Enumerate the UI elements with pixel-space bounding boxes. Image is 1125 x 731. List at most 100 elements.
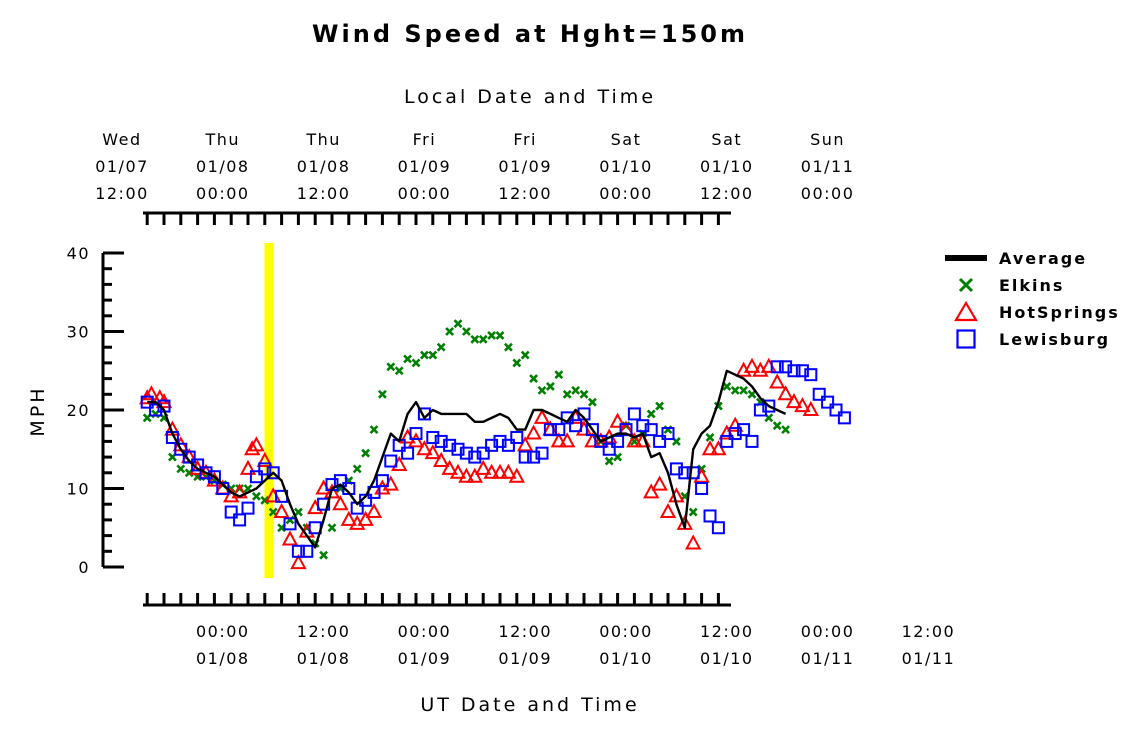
elkins-point: [739, 385, 749, 395]
elkins-point: [487, 331, 497, 340]
hotsprings-point: [659, 502, 677, 519]
y-tick-label: 20: [67, 401, 90, 420]
hotsprings-point: [777, 385, 794, 401]
lewisburg-point: [669, 462, 683, 476]
elkins-point: [529, 374, 539, 384]
top-tick-label-time: 12:00: [498, 184, 552, 203]
bottom-tick-label-time: 00:00: [801, 622, 855, 641]
lewisburg-point: [745, 434, 759, 448]
series-elkins: [142, 319, 791, 560]
hotsprings-point: [609, 412, 626, 428]
elkins-point: [545, 382, 555, 391]
hotsprings-point: [239, 459, 257, 475]
elkins-point: [587, 397, 597, 407]
elkins-point: [386, 362, 396, 372]
lewisburg-point: [779, 360, 793, 374]
top-tick-label-day: Sat: [611, 130, 642, 149]
lewisburg-point: [644, 423, 658, 437]
elkins-point: [747, 389, 757, 399]
lewisburg-point: [653, 434, 667, 448]
legend-square-swatch: [956, 329, 976, 349]
lewisburg-point: [728, 427, 742, 441]
top-tick-label-time: 12:00: [700, 184, 754, 203]
elkins-point: [461, 327, 471, 336]
elkins-point: [394, 366, 404, 376]
lewisburg-point: [611, 434, 625, 448]
lewisburg-point: [266, 466, 280, 480]
hotsprings-point: [802, 400, 819, 416]
lewisburg-point: [703, 509, 717, 523]
lewisburg-point: [401, 446, 415, 460]
lewisburg-point: [476, 446, 490, 460]
lewisburg-point: [770, 360, 784, 374]
lewisburg-point: [686, 466, 700, 480]
series-hotsprings: [139, 357, 819, 570]
lewisburg-point: [543, 423, 557, 437]
elkins-point: [688, 507, 698, 517]
lewisburg-point: [199, 466, 213, 480]
chart-title: Wind Speed at Hght=150m: [312, 20, 748, 48]
lewisburg-point: [149, 403, 163, 417]
lewisburg-point: [426, 430, 440, 444]
hotsprings-point: [407, 432, 425, 448]
lewisburg-point: [552, 423, 566, 437]
bottom-tick-label-date: 01/09: [498, 649, 552, 668]
elkins-point: [554, 370, 564, 380]
hotsprings-point: [340, 510, 357, 526]
hotsprings-point: [508, 467, 525, 483]
elkins-point: [293, 507, 303, 517]
lewisburg-point: [527, 450, 541, 464]
elkins-point: [251, 491, 261, 501]
lewisburg-point: [695, 482, 709, 495]
lewisburg-point: [283, 517, 297, 531]
elkins-point: [537, 385, 547, 395]
legend-line-swatch: [945, 255, 987, 261]
series-lewisburg: [140, 360, 851, 558]
top-tick-label-day: Wed: [102, 130, 141, 149]
elkins-point: [436, 342, 446, 352]
hotsprings-point: [701, 440, 719, 456]
bottom-tick-label-time: 12:00: [902, 622, 956, 641]
hotsprings-point: [391, 455, 408, 471]
bottom-tick-label-time: 12:00: [297, 622, 351, 641]
lewisburg-point: [501, 438, 515, 452]
hotsprings-point: [559, 432, 576, 448]
elkins-point: [361, 448, 371, 458]
legend-label: Lewisburg: [999, 330, 1110, 349]
hotsprings-point: [710, 440, 727, 456]
top-tick-label-day: Fri: [513, 130, 537, 149]
elkins-point: [571, 385, 581, 395]
lewisburg-point: [485, 438, 499, 452]
top-tick-label-time: 00:00: [801, 184, 855, 203]
bottom-tick-label-time: 00:00: [599, 622, 653, 641]
elkins-point: [772, 421, 782, 431]
bottom-tick-label-date: 01/11: [801, 649, 855, 668]
lewisburg-point: [837, 411, 851, 425]
hotsprings-point: [626, 432, 643, 448]
axes-layer: Wed 01/07 12:00 Thu 01/08 00:00 Thu 01/08 12:00 F…: [67, 130, 956, 668]
hotsprings-point: [382, 475, 399, 491]
top-tick-label-date: 01/09: [498, 157, 552, 176]
elkins-point: [319, 550, 329, 560]
lewisburg-point: [443, 438, 457, 452]
lewisburg-point: [787, 364, 801, 378]
elkins-point: [705, 433, 715, 442]
elkins-point: [428, 350, 438, 360]
elkins-point: [495, 331, 505, 340]
series-layer: [139, 319, 851, 570]
hotsprings-point: [483, 463, 500, 479]
lewisburg-point: [518, 450, 532, 464]
top-tick-label-day: Thu: [305, 130, 341, 149]
hotsprings-point: [550, 432, 567, 448]
hotsprings-point: [769, 373, 786, 389]
hotsprings-point: [244, 440, 261, 456]
legend-x-swatch: [958, 277, 974, 293]
lewisburg-point: [753, 403, 767, 417]
legend: Average Elkins HotSprings Lewisburg: [945, 249, 1118, 349]
lewisburg-point: [829, 403, 843, 417]
hotsprings-point: [433, 451, 450, 468]
lewisburg-point: [711, 521, 725, 535]
elkins-point: [419, 350, 429, 360]
elkins-point: [352, 464, 362, 474]
